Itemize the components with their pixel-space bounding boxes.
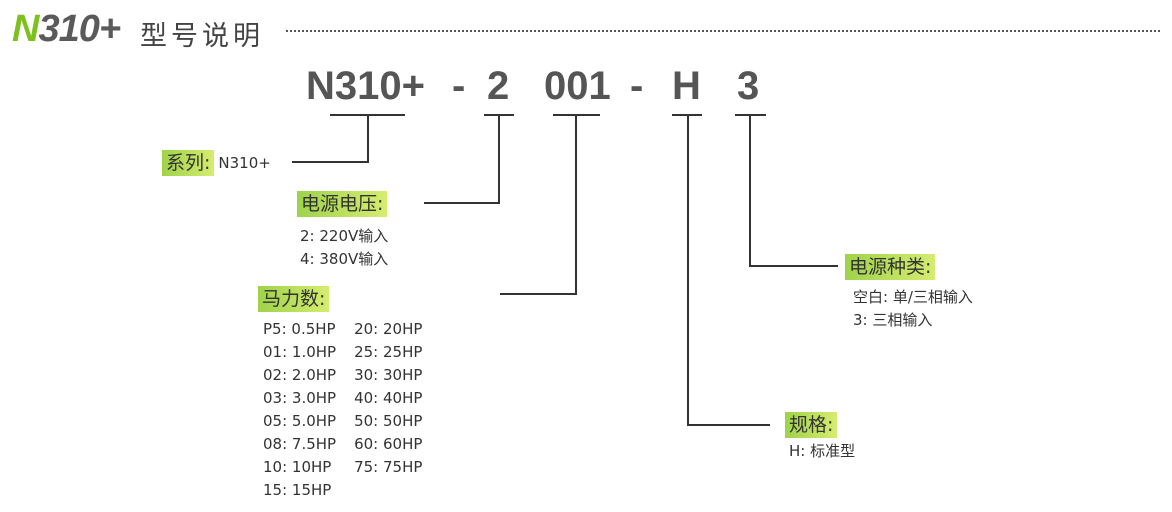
hp-item: 05: 5.0HP — [263, 412, 337, 430]
series-label: 系列: — [162, 150, 215, 176]
hp-item: 15: 15HP — [263, 481, 332, 499]
code-phase: 3 — [737, 64, 760, 108]
hp-item: P5: 0.5HP — [263, 320, 336, 338]
spec-item: H: 标准型 — [789, 442, 856, 460]
page-title: 型号说明 — [140, 21, 264, 52]
hp-item: 10: 10HP — [263, 458, 332, 476]
hp-item: 20: 20HP — [354, 320, 423, 338]
code-hp: 001 — [544, 64, 611, 108]
voltage-group: 电源电压: 2: 220V输入 4: 380V输入 — [297, 191, 388, 271]
horsepower-group: 马力数: P5: 0.5HP 01: 1.0HP 02: 2.0HP 03: 3.0H… — [258, 286, 422, 502]
code-spec: H — [672, 64, 701, 108]
hp-item: 03: 3.0HP — [263, 389, 337, 407]
code-dash: - — [630, 64, 644, 108]
power-type-item: 空白: 单/三相输入 — [853, 288, 973, 306]
hp-item: 02: 2.0HP — [263, 366, 337, 384]
connector-spec — [672, 114, 770, 426]
hp-item: 50: 50HP — [354, 412, 423, 430]
dotted-divider — [286, 30, 1160, 32]
series-value: N310+ — [218, 153, 271, 172]
spec-label: 规格: — [785, 412, 838, 438]
power-type-label: 电源种类: — [845, 254, 936, 280]
code-dash: - — [452, 64, 466, 108]
hp-item: 60: 60HP — [354, 435, 423, 453]
code-voltage: 2 — [487, 64, 510, 108]
code-series: N310+ — [306, 64, 425, 108]
connector-voltage — [424, 114, 514, 204]
hp-item: 40: 40HP — [354, 389, 423, 407]
connector-series — [292, 114, 405, 163]
hp-column-2: 20: 20HP 25: 25HP 30: 30HP 40: 40HP 50: 50HP… — [354, 318, 422, 502]
hp-item: 75: 75HP — [354, 458, 423, 476]
hp-item: 08: 7.5HP — [263, 435, 337, 453]
hp-column-1: P5: 0.5HP 01: 1.0HP 02: 2.0HP 03: 3.0HP 05: … — [263, 318, 336, 502]
hp-item: 30: 30HP — [354, 366, 423, 384]
connector-hp — [500, 114, 600, 295]
power-type-item: 3: 三相输入 — [853, 311, 933, 329]
hp-item: 01: 1.0HP — [263, 343, 337, 361]
spec-group: 规格: H: 标准型 — [785, 412, 855, 463]
horsepower-label: 马力数: — [258, 286, 330, 312]
voltage-item: 4: 380V输入 — [300, 250, 389, 268]
connector-phase — [735, 114, 838, 267]
voltage-label: 电源电压: — [297, 191, 388, 217]
power-type-group: 电源种类: 空白: 单/三相输入 3: 三相输入 — [845, 254, 973, 332]
voltage-item: 2: 220V输入 — [300, 227, 389, 245]
series-group: 系列: N310+ — [162, 150, 271, 176]
hp-item: 25: 25HP — [354, 343, 423, 361]
model-title: N310+ — [12, 8, 121, 50]
